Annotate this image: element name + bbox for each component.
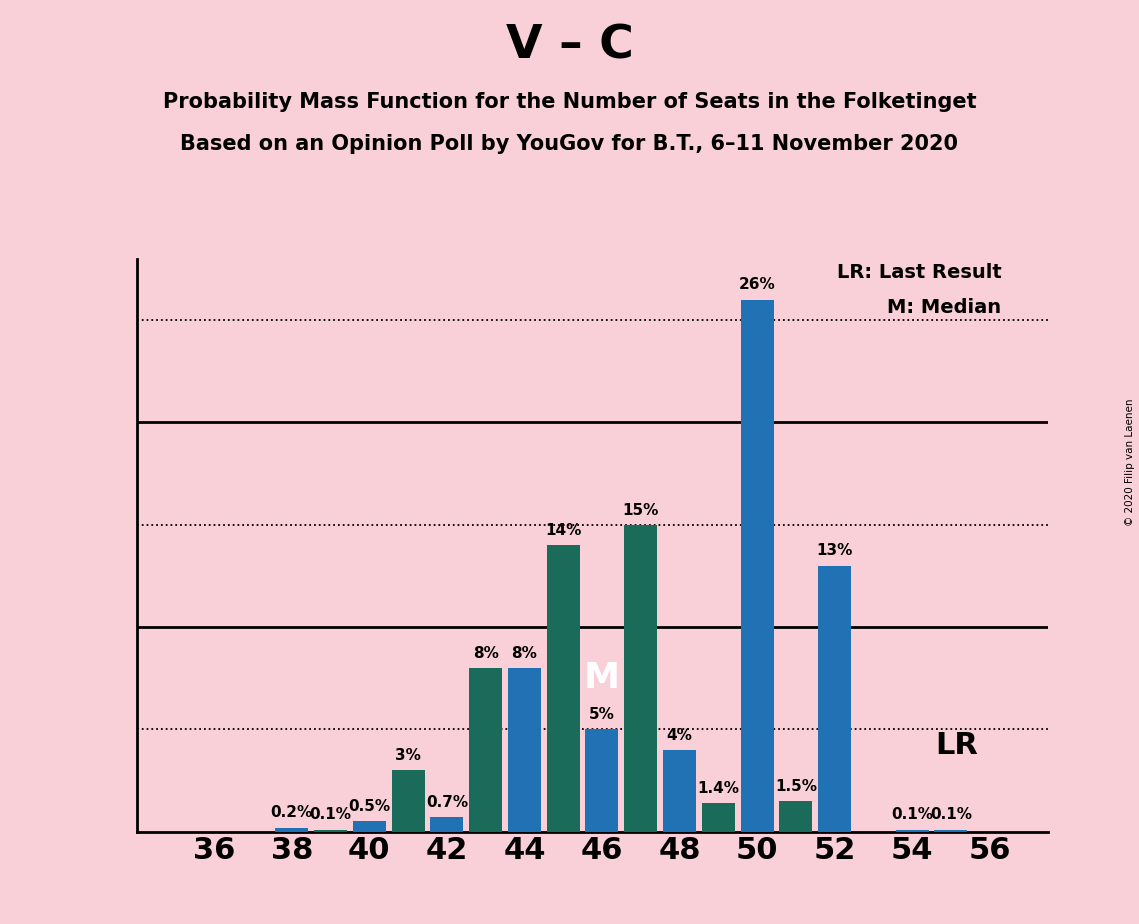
Bar	[508, 668, 541, 832]
Bar	[431, 817, 464, 832]
Bar	[702, 803, 735, 832]
Text: Based on an Opinion Poll by YouGov for B.T., 6–11 November 2020: Based on an Opinion Poll by YouGov for B…	[180, 134, 959, 154]
Text: 8%: 8%	[473, 646, 499, 661]
Bar	[663, 749, 696, 832]
Text: © 2020 Filip van Laenen: © 2020 Filip van Laenen	[1125, 398, 1134, 526]
Text: LR: LR	[935, 731, 978, 760]
Text: 3%: 3%	[395, 748, 421, 763]
Bar	[314, 830, 347, 832]
Text: 0.1%: 0.1%	[310, 808, 352, 822]
Text: 13%: 13%	[817, 543, 853, 558]
Text: V – C: V – C	[506, 23, 633, 68]
Bar	[624, 525, 657, 832]
Bar	[585, 729, 618, 832]
Text: 4%: 4%	[666, 727, 693, 743]
Text: 14%: 14%	[546, 523, 581, 538]
Text: 5%: 5%	[589, 707, 615, 723]
Text: 0.1%: 0.1%	[929, 808, 972, 822]
Text: Probability Mass Function for the Number of Seats in the Folketinget: Probability Mass Function for the Number…	[163, 92, 976, 113]
Bar	[818, 565, 851, 832]
Text: LR: Last Result: LR: Last Result	[837, 262, 1001, 282]
Text: 0.7%: 0.7%	[426, 796, 468, 810]
Text: 0.1%: 0.1%	[891, 808, 933, 822]
Bar	[740, 299, 773, 832]
Text: 1.5%: 1.5%	[775, 779, 817, 794]
Bar	[353, 821, 386, 832]
Text: 1.4%: 1.4%	[697, 781, 739, 796]
Text: 0.2%: 0.2%	[271, 806, 313, 821]
Bar	[934, 830, 967, 832]
Text: 0.5%: 0.5%	[349, 799, 391, 814]
Text: 26%: 26%	[739, 277, 776, 293]
Bar	[469, 668, 502, 832]
Bar	[779, 801, 812, 832]
Text: M: Median: M: Median	[887, 298, 1001, 317]
Bar	[547, 545, 580, 832]
Bar	[895, 830, 928, 832]
Text: M: M	[584, 662, 620, 695]
Bar	[392, 771, 425, 832]
Text: 15%: 15%	[623, 503, 659, 517]
Text: 8%: 8%	[511, 646, 538, 661]
Bar	[276, 828, 309, 832]
